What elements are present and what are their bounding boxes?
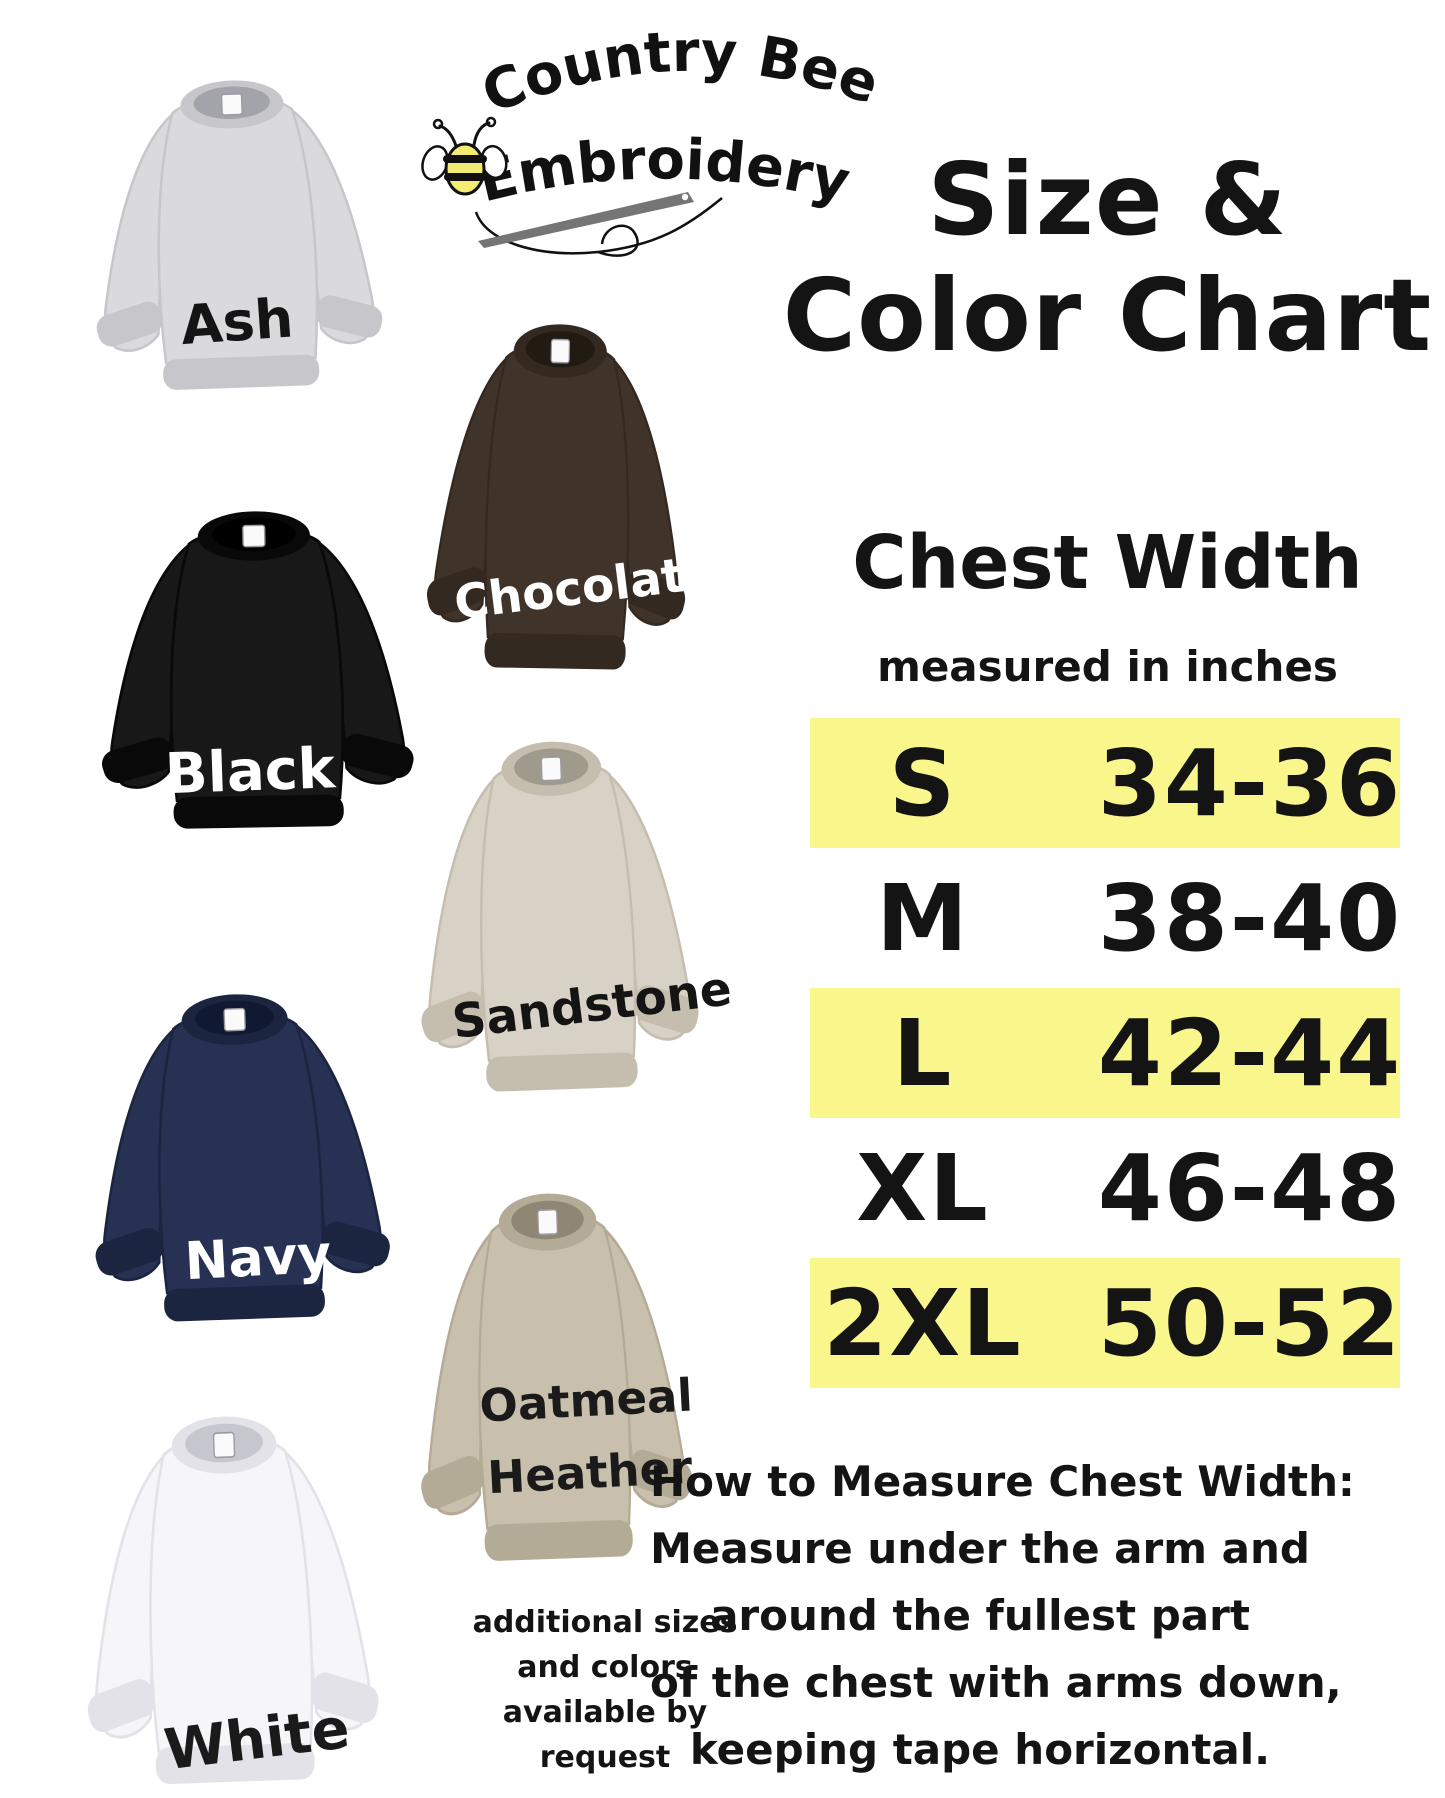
availability-note-line: available by <box>502 1695 708 1730</box>
color-label-black: Black <box>163 736 337 808</box>
color-label-navy: Navy <box>183 1224 333 1293</box>
availability-note-line: additional sizes <box>472 1605 738 1640</box>
how-to-line: keeping tape horizontal. <box>689 1725 1271 1774</box>
size-cell: L <box>892 999 954 1107</box>
sweatshirt-chocolate <box>405 285 712 682</box>
size-row-2xl: 2XL 50-52 <box>810 1258 1400 1388</box>
needle-icon <box>474 192 723 257</box>
color-label-oatmeal-line1: Oatmeal <box>478 1368 695 1433</box>
range-cell: 50-52 <box>1097 1269 1403 1377</box>
availability-note-line: and colors <box>517 1650 693 1685</box>
page-title-line2: Color Chart <box>782 257 1433 374</box>
availability-note: additional sizes and colors available by… <box>450 1600 760 1780</box>
size-cell: XL <box>856 1134 990 1242</box>
sweatshirt-icon <box>408 736 705 1096</box>
brand-logo: Country Bee Embroidery <box>421 20 880 257</box>
availability-note-line: request <box>539 1740 671 1775</box>
chest-width-heading: Chest Width <box>852 520 1363 606</box>
how-to-line: around the fullest part <box>710 1591 1250 1640</box>
size-cell: 2XL <box>823 1269 1023 1377</box>
brand-name-line1: Country Bee <box>474 20 880 127</box>
size-row-s: S 34-36 <box>810 718 1400 848</box>
color-label-ash: Ash <box>178 286 296 358</box>
size-row-l: L 42-44 <box>810 988 1400 1118</box>
size-row-m: M 38-40 <box>810 853 1400 983</box>
bee-icon <box>421 116 508 196</box>
page-title: Size & Color Chart <box>770 142 1445 374</box>
size-cell: S <box>888 729 958 837</box>
sweatshirt-sandstone <box>388 700 724 1107</box>
how-to-measure-text: How to Measure Chest Width: Measure unde… <box>650 1448 1355 1783</box>
chest-width-subheading: measured in inches <box>877 642 1338 691</box>
page-title-line1: Size & <box>927 141 1288 258</box>
size-table: S 34-36 M 38-40 L 42-44 XL 46-48 2XL 50-… <box>810 718 1400 1393</box>
size-row-xl: XL 46-48 <box>810 1123 1400 1253</box>
how-to-line: How to Measure Chest Width: <box>650 1457 1355 1506</box>
range-cell: 34-36 <box>1097 729 1403 837</box>
range-cell: 38-40 <box>1097 864 1403 972</box>
range-cell: 46-48 <box>1097 1134 1403 1242</box>
sweatshirt-icon <box>422 321 694 672</box>
how-to-line: of the chest with arms down, <box>650 1658 1342 1707</box>
how-to-line: Measure under the arm and <box>650 1524 1310 1573</box>
size-cell: M <box>876 864 970 972</box>
range-cell: 42-44 <box>1097 999 1403 1107</box>
